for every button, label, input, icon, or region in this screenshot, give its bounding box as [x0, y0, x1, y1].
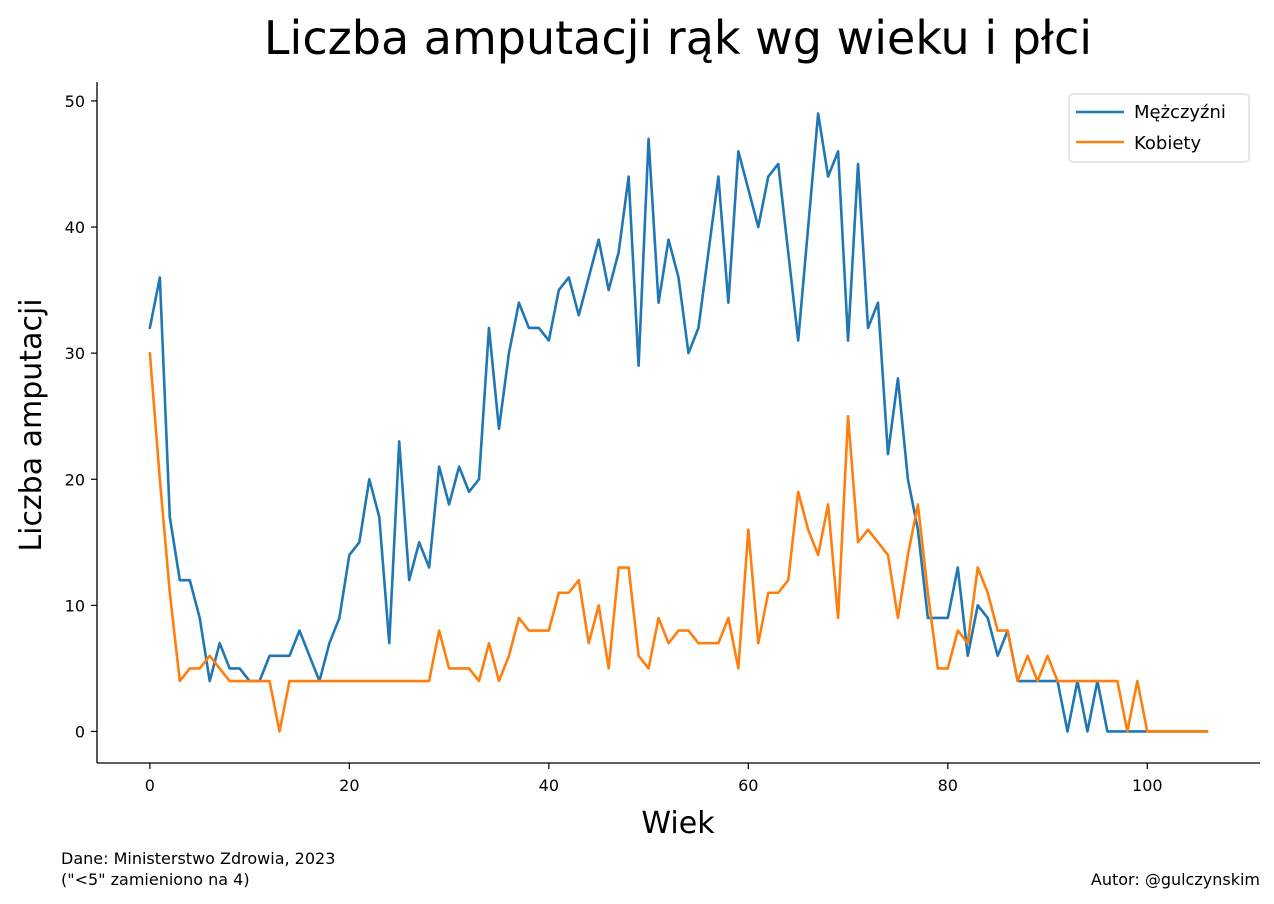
x-tick-label: 100 — [1132, 776, 1163, 795]
x-tick-label: 80 — [938, 776, 958, 795]
y-tick-label: 20 — [65, 470, 85, 489]
author-credit: Autor: @gulczynskim — [1090, 870, 1260, 889]
x-tick-label: 60 — [738, 776, 758, 795]
legend-label-women: Kobiety — [1134, 133, 1201, 154]
y-tick-label: 10 — [65, 596, 85, 615]
series-line-men — [148, 112, 1209, 733]
y-axis-title: Liczba amputacji — [14, 298, 49, 551]
x-tick-label: 20 — [339, 776, 359, 795]
legend: Mężczyźni Kobiety — [1068, 93, 1250, 163]
x-tick-label: 40 — [539, 776, 559, 795]
series-lines — [148, 112, 1209, 733]
y-tick-label: 40 — [65, 218, 85, 237]
y-ticks: 0 10 20 30 40 50 — [65, 92, 97, 741]
source-line-1: Dane: Ministerstwo Zdrowia, 2023 — [61, 849, 336, 868]
y-tick-label: 30 — [65, 344, 85, 363]
x-axis-title: Wiek — [641, 806, 715, 841]
source-line-2: ("<5" zamieniono na 4) — [61, 870, 250, 889]
x-tick-label: 0 — [145, 776, 155, 795]
x-ticks: 0 20 40 60 80 100 — [145, 763, 1163, 795]
legend-entry-men: Mężczyźni — [1076, 102, 1226, 123]
legend-label-men: Mężczyźni — [1134, 102, 1226, 123]
series-line-women — [148, 351, 1209, 733]
legend-entry-women: Kobiety — [1076, 133, 1201, 154]
y-tick-label: 0 — [75, 722, 85, 741]
axes — [96, 82, 1260, 764]
source-note: Dane: Ministerstwo Zdrowia, 2023 ("<5" z… — [61, 848, 335, 890]
y-tick-label: 50 — [65, 92, 85, 111]
chart-title: Liczba amputacji rąk wg wieku i płci — [264, 11, 1092, 65]
